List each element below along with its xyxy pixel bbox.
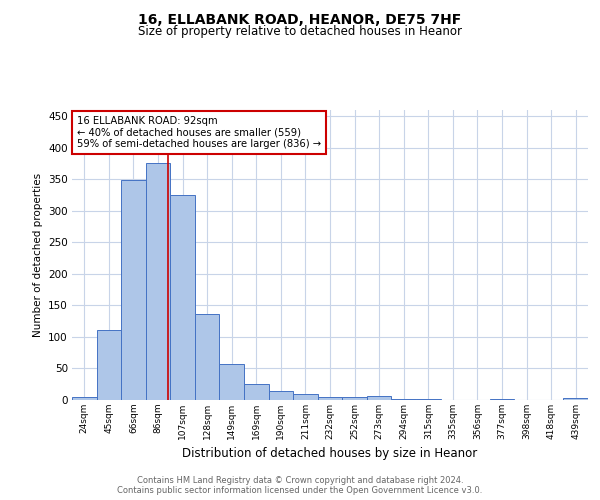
Bar: [563, 398, 588, 400]
Bar: [367, 396, 391, 400]
Bar: [121, 180, 146, 400]
Text: Contains HM Land Registry data © Crown copyright and database right 2024.
Contai: Contains HM Land Registry data © Crown c…: [118, 476, 482, 495]
Y-axis label: Number of detached properties: Number of detached properties: [32, 173, 43, 337]
Bar: [97, 330, 121, 400]
Bar: [220, 364, 244, 400]
Bar: [244, 384, 269, 400]
Bar: [293, 394, 318, 400]
Bar: [318, 398, 342, 400]
Bar: [269, 391, 293, 400]
Bar: [195, 314, 220, 400]
Text: 16, ELLABANK ROAD, HEANOR, DE75 7HF: 16, ELLABANK ROAD, HEANOR, DE75 7HF: [139, 12, 461, 26]
Bar: [342, 398, 367, 400]
Text: 16 ELLABANK ROAD: 92sqm
← 40% of detached houses are smaller (559)
59% of semi-d: 16 ELLABANK ROAD: 92sqm ← 40% of detache…: [77, 116, 321, 149]
Bar: [170, 195, 195, 400]
Bar: [391, 398, 416, 400]
Bar: [146, 163, 170, 400]
Bar: [72, 397, 97, 400]
Text: Size of property relative to detached houses in Heanor: Size of property relative to detached ho…: [138, 25, 462, 38]
X-axis label: Distribution of detached houses by size in Heanor: Distribution of detached houses by size …: [182, 448, 478, 460]
